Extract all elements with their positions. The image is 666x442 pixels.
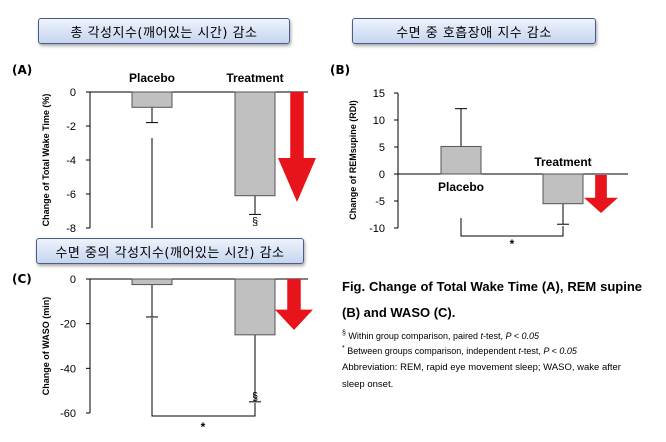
banner-waso: 수면 중의 각성지수(깨어있는 시간) 감소 <box>36 238 304 264</box>
note-t: t <box>518 346 521 356</box>
bar <box>440 145 482 175</box>
category-label: Placebo <box>129 71 175 85</box>
category-label: Treatment <box>534 155 591 169</box>
y-tick-label: -6 <box>66 189 76 201</box>
down-arrow-icon <box>278 92 316 202</box>
banner-rdi: 수면 중 호흡장애 지수 감소 <box>352 18 596 44</box>
figure-caption: Fig. Change of Total Wake Time (A), REM … <box>342 274 642 393</box>
bar <box>131 91 173 108</box>
bar <box>234 278 276 336</box>
category-label: Treatment <box>226 71 283 85</box>
y-tick-label: 10 <box>373 115 385 127</box>
note-mark-section: § <box>342 330 346 337</box>
note-p: P < 0.05 <box>505 331 539 341</box>
note-text: Within group comparison, paired <box>345 331 481 341</box>
banner-total-wake: 총 각성지수(깨어있는 시간) 감소 <box>38 18 290 44</box>
panel-label: (B) <box>330 63 350 77</box>
category-label: Placebo <box>438 180 484 194</box>
panel-label: (C) <box>12 272 32 286</box>
y-tick-label: -4 <box>66 155 76 167</box>
y-tick-label: -10 <box>369 223 385 235</box>
note-rest: -test, <box>520 346 544 356</box>
y-axis-label: Change of Total Wake Time (%) <box>41 94 51 227</box>
y-tick-label: -2 <box>66 121 76 133</box>
down-arrow-icon <box>275 279 313 330</box>
note-mark-asterisk: * <box>342 345 345 352</box>
caption-title: Fig. Change of Total Wake Time (A), REM … <box>342 279 642 320</box>
y-tick-label: -20 <box>60 319 76 331</box>
bar <box>131 278 173 286</box>
y-tick-label: 0 <box>70 87 76 99</box>
bar <box>542 173 584 205</box>
bracket-line <box>151 318 256 417</box>
y-tick-label: -8 <box>66 223 76 235</box>
note-rest: -test, <box>483 331 506 341</box>
panel-label: (A) <box>12 63 32 77</box>
significance-mark: § <box>252 391 258 403</box>
note-p: P < 0.05 <box>543 346 577 356</box>
y-tick-label: -5 <box>375 196 385 208</box>
bracket-line <box>460 218 564 237</box>
y-axis-label: Change of WASO (min) <box>41 297 51 396</box>
significance-mark: * <box>201 420 206 434</box>
significance-mark: § <box>252 216 258 228</box>
y-tick-label: 15 <box>373 88 385 100</box>
y-tick-label: 0 <box>379 169 385 181</box>
caption-note-within: § Within group comparison, paired t-test… <box>342 330 642 341</box>
y-tick-label: -40 <box>60 363 76 375</box>
bar <box>234 91 276 197</box>
note-text: Between groups comparison, independent <box>344 346 519 356</box>
y-tick-label: 0 <box>70 274 76 286</box>
caption-abbreviation: Abbreviation: REM, rapid eye movement sl… <box>342 362 621 390</box>
caption-note-between: * Between groups comparison, independent… <box>342 345 642 356</box>
note-t: t <box>480 331 483 341</box>
y-axis-label: Change of REMsupine (RDI) <box>348 100 358 220</box>
y-tick-label: -60 <box>60 408 76 420</box>
down-arrow-icon <box>584 175 618 213</box>
y-tick-label: 5 <box>379 142 385 154</box>
significance-mark: * <box>510 237 515 251</box>
